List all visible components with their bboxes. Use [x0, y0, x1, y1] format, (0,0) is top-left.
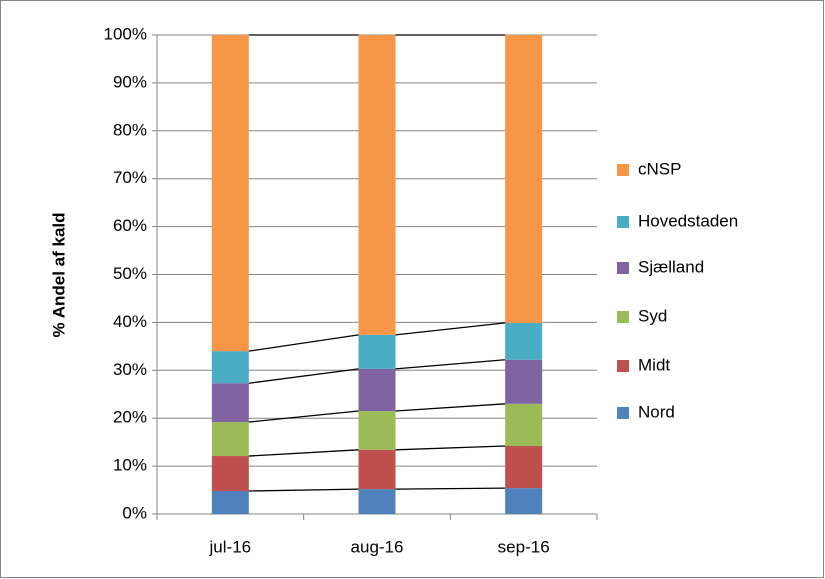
bar-segment [358, 411, 396, 450]
legend-swatch [617, 407, 629, 419]
bar-segment [211, 351, 249, 384]
series-line [248, 449, 359, 457]
legend-label: Hovedstaden [638, 211, 738, 230]
bar-segment [505, 359, 543, 404]
legend-swatch [617, 216, 629, 228]
series-line [248, 368, 359, 384]
legend-label: Midt [638, 355, 670, 374]
x-tick-label: sep-16 [498, 537, 550, 556]
series-line [395, 359, 506, 370]
legend-label: Sjælland [638, 257, 704, 276]
bar-segment [505, 445, 543, 489]
series-line [395, 487, 506, 490]
y-tick-label: 50% [113, 264, 147, 283]
y-tick-label: 40% [113, 312, 147, 331]
bar-segment [211, 383, 249, 423]
y-tick-label: 60% [113, 216, 147, 235]
bar-segment [358, 334, 396, 369]
series-line [395, 403, 506, 412]
legend-label: cNSP [638, 159, 681, 178]
bar-segment [211, 456, 249, 492]
y-tick-label: 0% [122, 503, 147, 522]
y-tick-label: 100% [104, 24, 147, 43]
legend-swatch [617, 262, 629, 274]
legend-label: Syd [638, 306, 667, 325]
series-line [248, 334, 359, 352]
bar-segment [358, 449, 396, 490]
bar-segment [358, 368, 396, 412]
y-axis-label: % Andel af kald [49, 212, 68, 337]
bar-segment [211, 35, 249, 352]
bar-segment [505, 403, 543, 446]
bar-segment [505, 322, 543, 360]
bar-segment [505, 35, 543, 323]
bar-segment [211, 491, 249, 514]
legend-swatch [617, 311, 629, 323]
x-tick-label: aug-16 [351, 537, 404, 556]
legend-swatch [617, 360, 629, 372]
y-tick-label: 90% [113, 72, 147, 91]
y-tick-label: 30% [113, 360, 147, 379]
y-tick-label: 20% [113, 408, 147, 427]
y-tick-label: 10% [113, 456, 147, 475]
legend-label: Nord [638, 402, 675, 421]
legend-swatch [617, 164, 629, 176]
y-tick-label: 80% [113, 120, 147, 139]
bar-segment [358, 35, 396, 335]
bar-segment [358, 489, 396, 514]
series-line [395, 322, 506, 336]
bar-segment [505, 488, 543, 514]
x-tick-label: jul-16 [209, 537, 252, 556]
series-line [248, 410, 359, 423]
series-line [248, 488, 359, 492]
series-line [395, 445, 506, 451]
bar-segment [211, 422, 249, 457]
y-tick-label: 70% [113, 168, 147, 187]
